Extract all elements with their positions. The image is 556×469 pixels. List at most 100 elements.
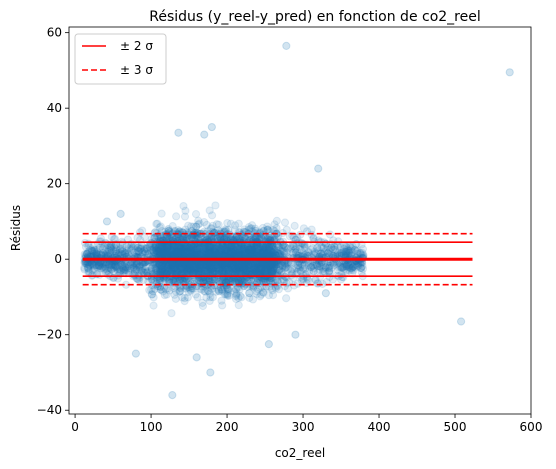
scatter-point: [85, 261, 94, 270]
scatter-point: [174, 261, 183, 270]
scatter-point: [118, 264, 127, 273]
scatter-point: [124, 244, 133, 253]
scatter-point: [211, 201, 220, 210]
scatter-point: [240, 264, 249, 273]
scatter-point: [224, 285, 233, 294]
scatter-point: [180, 230, 189, 239]
scatter-point: [202, 220, 211, 229]
scatter-point: [333, 249, 342, 258]
scatter-point: [90, 264, 99, 274]
scatter-point: [336, 249, 345, 258]
scatter-point: [255, 283, 265, 292]
scatter-point: [93, 245, 102, 254]
scatter-point: [206, 224, 216, 233]
scatter-point: [167, 263, 176, 273]
scatter-point: [135, 262, 144, 272]
scatter-point: [102, 217, 112, 226]
scatter-point: [313, 262, 322, 271]
scatter-point: [103, 267, 112, 276]
scatter-point: [247, 247, 256, 257]
scatter-point: [218, 287, 227, 296]
scatter-point: [192, 264, 201, 274]
scatter-point: [228, 274, 237, 284]
scatter-point: [238, 260, 248, 269]
scatter-point: [213, 263, 222, 272]
scatter-point: [348, 247, 357, 256]
scatter-point: [230, 221, 240, 230]
scatter-point: [222, 243, 231, 252]
scatter-point: [147, 274, 156, 284]
scatter-point: [185, 247, 194, 256]
scatter-point: [325, 247, 334, 256]
scatter-point: [223, 246, 232, 256]
scatter-point: [96, 264, 105, 273]
scatter-point: [95, 262, 105, 271]
scatter-point: [259, 260, 268, 269]
scatter-point: [177, 249, 186, 258]
scatter-point: [149, 260, 158, 269]
scatter-point: [233, 243, 242, 253]
scatter-point: [220, 233, 229, 242]
scatter-point: [134, 243, 143, 252]
scatter-point: [84, 263, 93, 273]
scatter-point: [245, 293, 254, 302]
scatter-point: [251, 264, 260, 274]
scatter-point: [261, 263, 270, 272]
scatter-point: [181, 240, 190, 250]
scatter-point: [242, 248, 251, 257]
scatter-point: [101, 247, 110, 256]
scatter-point: [257, 276, 266, 286]
scatter-point: [345, 261, 354, 270]
scatter-point: [120, 260, 129, 269]
scatter-point: [304, 248, 313, 257]
scatter-point: [208, 293, 217, 302]
scatter-point: [220, 261, 229, 270]
scatter-point: [315, 262, 325, 271]
scatter-point: [181, 263, 190, 272]
scatter-point: [309, 267, 318, 276]
scatter-point: [140, 246, 149, 255]
scatter-point: [94, 260, 103, 269]
scatter-point: [251, 224, 260, 233]
scatter-point: [236, 291, 245, 301]
scatter-point: [166, 265, 175, 274]
scatter-point: [326, 261, 335, 271]
scatter-point: [131, 261, 140, 270]
scatter-point: [175, 276, 184, 285]
scatter-point: [268, 266, 278, 275]
scatter-point: [241, 262, 250, 271]
scatter-point: [165, 265, 174, 274]
scatter-point: [244, 260, 253, 269]
scatter-point: [239, 233, 248, 242]
scatter-point: [174, 233, 183, 242]
y-tick-label: −20: [37, 328, 62, 342]
scatter-point: [347, 244, 356, 253]
x-tick-label: 400: [368, 420, 391, 434]
scatter-point: [341, 249, 350, 259]
scatter-point: [262, 271, 271, 280]
scatter-point: [166, 232, 175, 241]
scatter-point: [205, 263, 214, 272]
scatter-point: [264, 264, 273, 273]
scatter-point: [117, 260, 126, 269]
scatter-point: [317, 249, 326, 258]
scatter-point: [167, 309, 176, 318]
scatter-point: [282, 41, 291, 50]
scatter-point: [264, 233, 274, 242]
scatter-point: [226, 247, 235, 256]
scatter-point: [342, 242, 351, 252]
scatter-point: [220, 235, 229, 244]
scatter-point: [176, 263, 185, 272]
scatter-point: [128, 243, 138, 252]
scatter-point: [89, 247, 99, 256]
scatter-point: [92, 249, 101, 258]
scatter-point: [337, 248, 346, 257]
scatter-point: [212, 220, 221, 229]
scatter-point: [223, 291, 232, 300]
y-tick-label: 40: [47, 101, 62, 115]
scatter-point: [336, 262, 346, 272]
scatter-point: [134, 247, 143, 256]
scatter-point: [152, 274, 162, 283]
scatter-point: [136, 244, 145, 253]
scatter-point: [181, 242, 190, 252]
